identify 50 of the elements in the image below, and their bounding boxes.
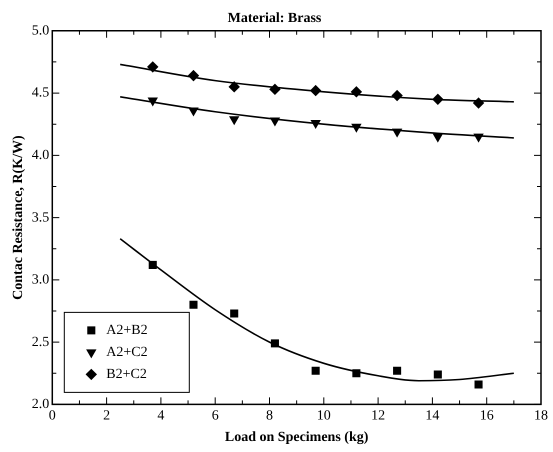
point xyxy=(434,370,442,379)
x-tick-label: 18 xyxy=(534,408,548,424)
point xyxy=(147,61,158,72)
point xyxy=(189,300,198,309)
point xyxy=(432,94,444,105)
point xyxy=(270,339,279,348)
x-tick-label: 4 xyxy=(157,408,164,424)
point xyxy=(433,134,443,142)
x-tick-label: 0 xyxy=(48,408,56,424)
legend-label: A2+B2 xyxy=(106,323,148,338)
point xyxy=(474,134,484,142)
x-tick-label: 2 xyxy=(103,408,110,424)
point xyxy=(352,369,360,378)
point xyxy=(473,98,484,109)
y-tick-label: 3.0 xyxy=(32,272,50,288)
y-axis-title: Contac Resistance, R(K/W) xyxy=(11,135,26,300)
y-tick-label: 5.0 xyxy=(32,23,50,38)
legend-label: B2+C2 xyxy=(106,367,147,382)
point xyxy=(269,84,280,95)
x-tick-label: 10 xyxy=(316,408,331,424)
y-tick-label: 2.5 xyxy=(32,334,50,350)
point xyxy=(310,120,320,128)
point xyxy=(230,309,238,318)
y-tick-label: 2.0 xyxy=(32,397,50,412)
point xyxy=(350,86,362,98)
point xyxy=(310,85,322,96)
point xyxy=(228,81,240,92)
x-tick-label: 16 xyxy=(480,408,494,424)
point xyxy=(393,366,402,375)
point xyxy=(352,124,362,132)
chart-title: Material: Brass xyxy=(228,11,322,26)
point xyxy=(229,116,240,125)
point xyxy=(392,90,403,102)
x-axis-title: Load on Specimens (kg) xyxy=(224,430,369,446)
x-tick-label: 12 xyxy=(371,408,386,424)
point xyxy=(188,70,199,82)
point xyxy=(148,98,158,106)
point xyxy=(474,380,483,389)
y-tick-label: 4.5 xyxy=(32,86,50,101)
point xyxy=(148,260,157,269)
legend-label: A2+C2 xyxy=(106,345,148,360)
x-tick-label: 14 xyxy=(425,408,440,424)
point xyxy=(312,366,320,375)
x-tick-label: 8 xyxy=(266,408,273,424)
x-tick-label: 6 xyxy=(212,408,219,424)
point xyxy=(392,128,402,138)
point xyxy=(188,108,198,116)
y-tick-label: 3.5 xyxy=(32,210,50,226)
point xyxy=(270,117,280,126)
y-tick-label: 4.0 xyxy=(32,148,50,164)
